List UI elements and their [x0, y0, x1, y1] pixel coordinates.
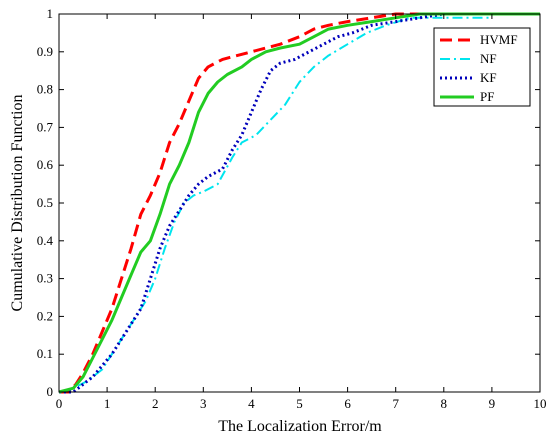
y-ticks: 0 0.1 0.2 0.3 0.4 0.5 0.6 0.7 0.8 0.9 1 — [37, 6, 540, 399]
x-tick-label: 8 — [441, 396, 448, 411]
y-tick-label: 1 — [47, 6, 54, 21]
x-tick-label: 3 — [200, 396, 207, 411]
y-tick-label: 0.5 — [37, 195, 53, 210]
legend-label-nf: NF — [480, 51, 497, 66]
y-axis-title: Cumulative Distribution Function — [9, 95, 26, 312]
y-tick-label: 0.6 — [37, 157, 54, 172]
legend-label-pf: PF — [480, 89, 494, 104]
y-tick-label: 0.8 — [37, 82, 53, 97]
x-tick-label: 9 — [489, 396, 496, 411]
legend: HVMF NF KF PF — [433, 27, 531, 107]
x-tick-label: 0 — [56, 396, 63, 411]
x-ticks: 0 1 2 3 4 5 6 7 8 9 10 — [56, 14, 547, 411]
plot-lines — [58, 12, 540, 394]
series-line-kf — [59, 12, 540, 394]
y-tick-label: 0.7 — [37, 119, 54, 134]
x-tick-label: 6 — [344, 396, 351, 411]
y-tick-label: 0.3 — [37, 271, 53, 286]
series-line-pf — [58, 12, 540, 394]
series-line-hvmf — [59, 12, 540, 394]
x-tick-label: 2 — [152, 396, 159, 411]
y-tick-label: 0.9 — [37, 44, 53, 59]
y-tick-label: 0 — [47, 384, 54, 399]
x-tick-label: 1 — [104, 396, 111, 411]
x-tick-label: 7 — [392, 396, 399, 411]
x-tick-label: 5 — [296, 396, 303, 411]
x-tick-label: 4 — [248, 396, 255, 411]
x-tick-label: 10 — [534, 396, 547, 411]
x-axis-title: The Localization Error/m — [218, 418, 382, 435]
y-tick-label: 0.1 — [37, 346, 53, 361]
y-tick-label: 0.2 — [37, 308, 53, 323]
legend-label-kf: KF — [480, 70, 497, 85]
y-tick-label: 0.4 — [37, 233, 54, 248]
legend-label-hvmf: HVMF — [480, 32, 518, 47]
